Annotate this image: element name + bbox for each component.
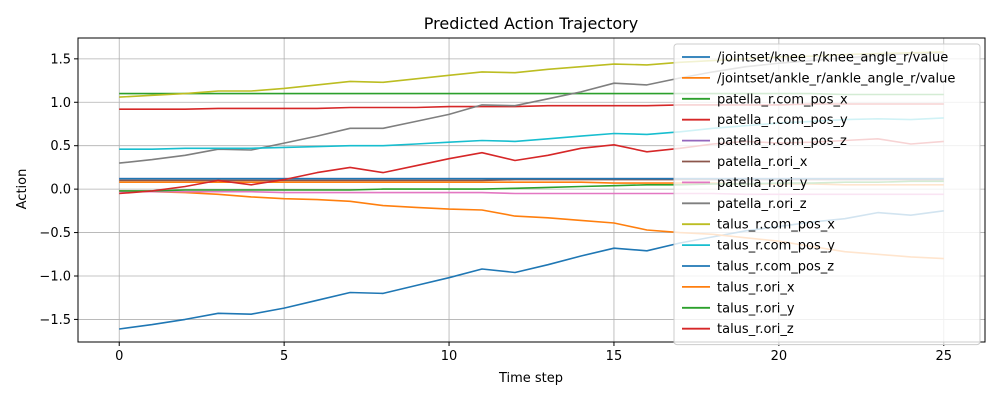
x-axis-label: Time step: [498, 371, 563, 386]
x-tick-label: 25: [935, 349, 952, 364]
x-tick-label: 0: [115, 349, 123, 364]
y-tick-label: 0.5: [50, 139, 71, 154]
x-tick-label: 10: [441, 349, 458, 364]
y-tick-label: −0.5: [39, 226, 71, 241]
legend-entry-label: talus_r.ori_z: [717, 322, 794, 337]
y-axis-label: Action: [15, 169, 30, 210]
legend-entry-label: patella_r.ori_y: [717, 176, 808, 191]
y-tick-label: −1.0: [39, 269, 71, 284]
legend: /jointset/knee_r/knee_angle_r/value/join…: [673, 43, 981, 346]
legend-entry-label: /jointset/knee_r/knee_angle_r/value: [717, 51, 948, 66]
legend-entry-label: talus_r.com_pos_x: [717, 218, 835, 233]
legend-entry-label: patella_r.com_pos_x: [717, 92, 848, 107]
legend-box: [673, 43, 981, 346]
y-tick-label: 1.5: [50, 52, 71, 67]
legend-entry-label: patella_r.com_pos_y: [717, 113, 848, 128]
legend-entry-label: /jointset/ankle_r/ankle_angle_r/value: [717, 71, 955, 86]
legend-entry-label: patella_r.com_pos_z: [717, 134, 847, 149]
legend-entry-label: talus_r.com_pos_y: [717, 239, 835, 254]
plot-frame: [77, 37, 986, 343]
x-tick-label: 20: [771, 349, 788, 364]
x-tick-label: 5: [280, 349, 288, 364]
legend-entry-label: talus_r.ori_x: [717, 280, 795, 295]
legend-entry-label: talus_r.ori_y: [717, 301, 795, 316]
legend-entry-label: talus_r.com_pos_z: [717, 260, 834, 275]
y-tick-label: −1.5: [39, 313, 71, 328]
y-tick-label: 1.0: [50, 96, 71, 111]
y-tick-label: 0.0: [50, 183, 71, 198]
legend-entry-label: patella_r.ori_z: [717, 197, 807, 212]
axis-ticks: 0 5 10 15 20 25 −1.5 −1.0 −0.5 0.0 0.5 1.0 1.5: [39, 52, 952, 364]
x-tick-label: 15: [606, 349, 623, 364]
chart-title: Predicted Action Trajectory: [424, 14, 638, 33]
legend-entry-label: patella_r.ori_x: [717, 155, 808, 170]
